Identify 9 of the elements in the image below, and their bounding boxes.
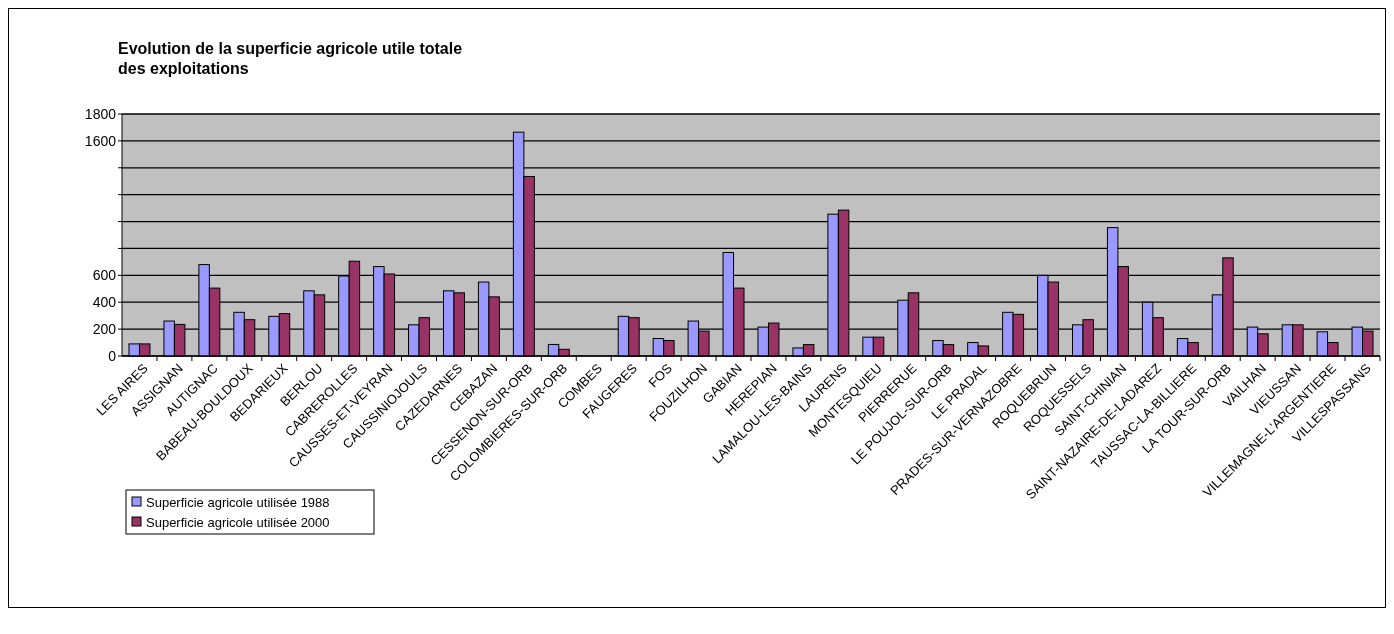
legend-label: Superficie agricole utilisée 1988 bbox=[146, 494, 330, 510]
y-tick-label: 1800 bbox=[84, 105, 117, 122]
y-tick-label: 400 bbox=[92, 294, 117, 311]
y-tick-label: 200 bbox=[92, 321, 117, 338]
y-tick-label: 0 bbox=[108, 347, 117, 364]
chart-title: Evolution de la superficie agricole utile totale des exploitations bbox=[118, 40, 463, 77]
y-tick-label: 600 bbox=[92, 267, 117, 284]
y-tick-label: 1600 bbox=[84, 132, 117, 149]
legend-label: Superficie agricole utilisée 2000 bbox=[146, 514, 330, 530]
